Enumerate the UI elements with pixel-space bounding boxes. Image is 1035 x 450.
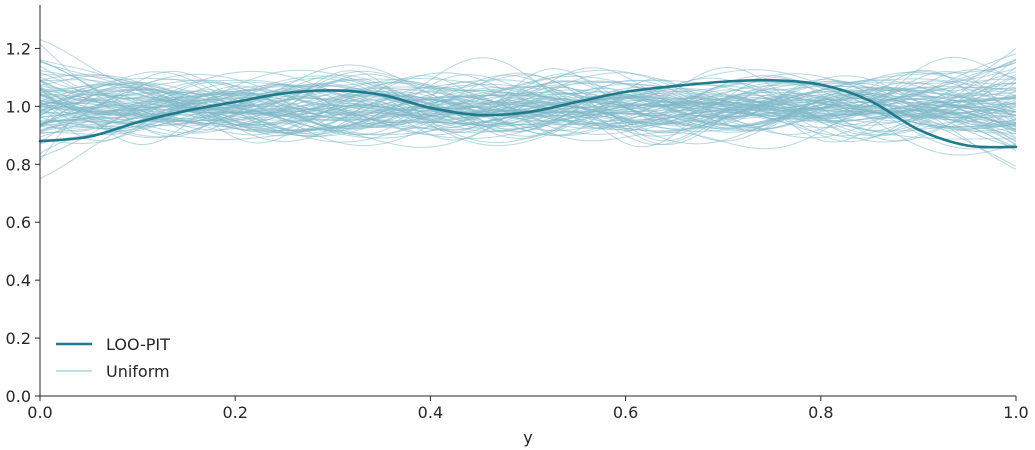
x-tick-label: 0.2 <box>222 403 247 422</box>
y-tick-label: 1.2 <box>6 39 31 58</box>
legend-label: Uniform <box>106 362 170 381</box>
loo-pit-line <box>38 78 1018 149</box>
uniform-curve <box>39 93 1017 141</box>
x-tick-label: 0.4 <box>418 403 443 422</box>
uniform-curve <box>39 80 1017 134</box>
x-tick-label: 1.0 <box>1003 403 1028 422</box>
uniform-curve <box>39 76 1017 133</box>
y-tick-label: 0.4 <box>6 271 31 290</box>
x-axis-ticks: 0.0 0.2 0.4 0.6 0.8 1.0 <box>27 396 1029 422</box>
y-tick-label: 0.8 <box>6 155 31 174</box>
y-tick-label: 0.6 <box>6 213 31 232</box>
uniform-curve <box>39 79 1017 128</box>
y-axis-ticks: 0.0 0.2 0.4 0.6 0.8 1.0 1.2 <box>6 39 40 406</box>
x-tick-label: 0.0 <box>27 403 52 422</box>
uniform-curve <box>39 56 1017 122</box>
axes <box>39 5 1016 397</box>
uniform-curves <box>39 39 1017 180</box>
uniform-curve <box>39 83 1017 138</box>
y-tick-label: 0.2 <box>6 329 31 348</box>
x-tick-label: 0.6 <box>613 403 638 422</box>
legend: LOO-PIT Uniform <box>56 335 170 381</box>
uniform-curve <box>39 58 1017 119</box>
uniform-curve <box>39 88 1017 146</box>
uniform-curve <box>39 77 1017 114</box>
uniform-curve <box>39 93 1017 132</box>
x-tick-label: 0.8 <box>808 403 833 422</box>
y-tick-label: 1.0 <box>6 97 31 116</box>
uniform-curve <box>39 85 1017 146</box>
uniform-curve <box>39 68 1017 131</box>
legend-label: LOO-PIT <box>106 335 170 354</box>
x-axis-label: y <box>523 428 532 447</box>
uniform-curve <box>39 89 1017 132</box>
y-tick-label: 0.0 <box>6 387 31 406</box>
loo-pit-series <box>38 78 1018 149</box>
uniform-curve <box>39 70 1017 126</box>
